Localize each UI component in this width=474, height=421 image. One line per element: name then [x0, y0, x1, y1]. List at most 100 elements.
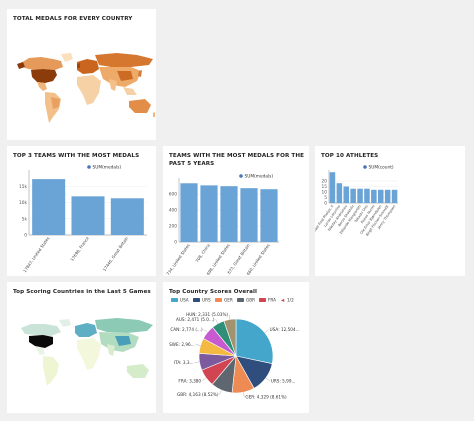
slice-leader: [228, 314, 231, 320]
slice-label: AUS: 2,471 (5.0...): [176, 317, 215, 322]
y-tick-label: 5: [324, 195, 327, 201]
bar: [240, 188, 258, 242]
bar: [377, 189, 384, 203]
country-australia: [127, 364, 149, 378]
country-greenland: [61, 53, 73, 62]
world-map-scoring[interactable]: [7, 282, 156, 413]
bar: [71, 196, 105, 235]
map-total-countries: [17, 53, 155, 123]
top3-card: TOP 3 TEAMS WITH THE MOST MEDALS SUM(med…: [7, 146, 156, 276]
country-mexico: [37, 82, 47, 91]
legend-prev: ◀: [281, 298, 285, 303]
slice-leader: [243, 392, 245, 398]
slice-leader: [264, 329, 269, 333]
bar: [110, 198, 144, 235]
country-uk: [77, 63, 80, 68]
map-scoring-title: Top Scoring Countries in the Last 5 Game…: [13, 289, 151, 295]
country-india: [107, 344, 115, 356]
legend-swatch: [87, 165, 91, 169]
map-total-card: TOTAL MEDALS FOR EVERY COUNTRY: [7, 9, 156, 140]
legend-label: SUM(medals): [245, 174, 274, 180]
country-canada: [21, 324, 61, 336]
y-tick-label: 15: [322, 184, 328, 190]
country-united-states: [29, 335, 53, 348]
legend-swatch: [259, 298, 266, 302]
top10-card: TOP 10 ATHLETES SUM(count) 0 5 10 15 20 Michae…: [315, 146, 465, 276]
country-europe: [77, 59, 99, 74]
bar: [336, 183, 343, 203]
slice-leader: [203, 329, 208, 333]
country-new-zealand: [153, 112, 155, 117]
x-tick-label: 17847, United States: [22, 236, 50, 274]
y-tick-label: 0: [174, 240, 177, 246]
slice-leader: [201, 377, 207, 381]
legend-label: SUM(count): [369, 165, 394, 171]
x-tick-label: 708, China: [194, 242, 211, 263]
slice-leader: [265, 377, 270, 382]
top3-chart[interactable]: SUM(medals) 0 5k 10k 15k 17847, United States…: [7, 146, 156, 276]
country-south-america: [43, 356, 59, 386]
legend-label: SUM(medals): [93, 165, 122, 171]
country-united-states: [31, 69, 57, 83]
slice-leader: [215, 319, 219, 324]
country-russia: [95, 318, 153, 333]
y-tick-label: 20: [322, 179, 328, 185]
bar: [371, 189, 377, 203]
bar: [32, 179, 66, 235]
bar: [357, 188, 363, 203]
top5-card: TEAMS WITH THE MOST MEDALS FOR THE PAST …: [163, 146, 309, 276]
legend-label: GER: [224, 298, 233, 303]
top10-title: TOP 10 ATHLETES: [321, 153, 379, 159]
bar: [220, 186, 238, 242]
country-japan: [138, 70, 142, 77]
bar: [384, 189, 391, 203]
top5-chart[interactable]: SUM(medals) 0 200 400 600 734, United States 7…: [163, 146, 309, 276]
top3-title: TOP 3 TEAMS WITH THE MOST MEDALS: [13, 153, 140, 159]
country-india: [109, 79, 117, 91]
slice-label: ITA: 3,3...: [174, 360, 194, 365]
bar: [200, 185, 218, 242]
country-europe: [75, 323, 97, 337]
slice-label: HUN: 2,331 (5.03%): [186, 312, 228, 317]
country-china: [115, 336, 131, 346]
y-tick-label: 200: [169, 224, 177, 230]
pie-card: Top Country Scores Overall USA URS GER GBR F…: [163, 282, 309, 413]
world-map-total[interactable]: [7, 9, 156, 140]
slice-label: GBR: 4,163 (8.52%): [177, 392, 219, 397]
legend-swatch: [171, 298, 178, 302]
legend-label: GBR: [246, 298, 255, 303]
pie-slice: [223, 318, 237, 357]
bar: [391, 189, 398, 203]
slice-label: USA: 12,504...: [270, 327, 300, 332]
slice-label: FRA: 3,380: [178, 378, 201, 383]
pie-chart[interactable]: USA URS GER GBR FRA ◀ 1/2 USA: 12,504... URS: 5,…: [163, 282, 309, 413]
country-russia: [95, 53, 153, 67]
x-tick-label: 17698, France: [69, 235, 90, 262]
legend-swatch: [363, 165, 367, 169]
bar: [364, 188, 370, 203]
legend-label: USA: [180, 298, 189, 303]
bar: [350, 188, 356, 203]
slice-label: CAN: 2,774 (...): [170, 327, 203, 332]
legend-swatch: [237, 298, 244, 302]
country-alaska: [17, 62, 25, 69]
pie-title: Top Country Scores Overall: [169, 289, 257, 295]
pie-slice: [235, 318, 274, 365]
country-se-asia: [123, 87, 137, 95]
legend-label: FRA: [268, 298, 276, 303]
country-australia: [129, 99, 151, 113]
x-tick-label: 734, United States: [165, 243, 190, 276]
country-brazil: [51, 97, 60, 109]
map-scoring-card: Top Scoring Countries in the Last 5 Game…: [7, 282, 156, 413]
legend-label: URS: [202, 298, 211, 303]
country-africa: [77, 338, 101, 370]
map-scoring-countries: [21, 318, 153, 386]
slice-label: GER: 4,329 (8.61%): [245, 395, 287, 400]
top5-title: TEAMS WITH THE MOST MEDALS FOR THE PAST …: [169, 153, 305, 167]
legend-swatch: [215, 298, 222, 302]
map-total-title: TOTAL MEDALS FOR EVERY COUNTRY: [13, 16, 133, 22]
country-canada: [21, 57, 63, 70]
legend-page: 1/2: [287, 298, 294, 303]
country-mexico: [35, 347, 45, 355]
